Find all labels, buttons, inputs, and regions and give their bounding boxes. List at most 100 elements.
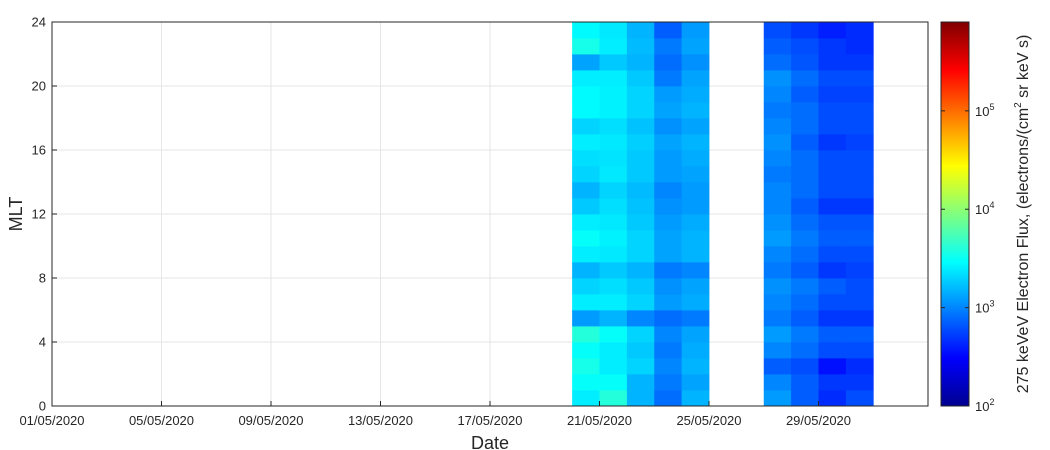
heatmap-cell — [763, 70, 792, 87]
heatmap-cell — [818, 390, 847, 407]
colorbar-title-main: 275 keVeV Electron Flux, (electrons/(cm — [1015, 108, 1032, 393]
heatmap-cell — [681, 214, 710, 231]
heatmap-cell — [845, 230, 874, 247]
heatmap-cells — [572, 22, 874, 407]
x-axis-ticks: 01/05/2020 05/05/2020 09/05/2020 13/05/2020… — [19, 401, 851, 428]
x-tick-label: 17/05/2020 — [457, 413, 522, 428]
colorbar-tick-label: 104 — [975, 200, 994, 217]
heatmap-cell — [599, 134, 628, 151]
heatmap-cell — [845, 262, 874, 279]
y-tick-label: 16 — [32, 143, 46, 158]
heatmap-cell — [681, 86, 710, 103]
colorbar-title-sup: 2 — [1013, 102, 1024, 108]
heatmap-cell — [654, 198, 683, 215]
heatmap-cell — [791, 150, 819, 167]
heatmap-cell — [572, 246, 600, 263]
heatmap-cell — [654, 102, 683, 119]
heatmap-cell — [845, 54, 874, 71]
heatmap-cell — [599, 70, 628, 87]
heatmap-cell — [599, 342, 628, 359]
heatmap-cell — [572, 390, 600, 407]
heatmap-cell — [681, 342, 710, 359]
heatmap-cell — [791, 214, 819, 231]
heatmap-cell — [791, 278, 819, 295]
heatmap-cell — [763, 358, 792, 375]
heatmap-cell — [572, 166, 600, 183]
x-tick-label: 09/05/2020 — [238, 413, 303, 428]
heatmap-cell — [654, 166, 683, 183]
heatmap-cell — [681, 326, 710, 343]
heatmap-cell — [626, 358, 655, 375]
heatmap-cell — [572, 38, 600, 55]
heatmap-cell — [599, 54, 628, 71]
heatmap-cell — [818, 198, 847, 215]
heatmap-cell — [654, 214, 683, 231]
heatmap-cell — [599, 166, 628, 183]
heatmap-cell — [791, 230, 819, 247]
heatmap-cell — [818, 262, 847, 279]
heatmap-cell — [763, 342, 792, 359]
heatmap-cell — [845, 198, 874, 215]
heatmap-cell — [681, 358, 710, 375]
heatmap-cell — [681, 134, 710, 151]
heatmap-cell — [791, 198, 819, 215]
heatmap-cell — [654, 22, 683, 39]
heatmap-cell — [572, 342, 600, 359]
heatmap-cell — [791, 54, 819, 71]
heatmap-cell — [845, 86, 874, 103]
heatmap-cell — [626, 54, 655, 71]
heatmap-cell — [791, 118, 819, 135]
y-axis-title: MLT — [6, 197, 26, 232]
heatmap-cell — [818, 326, 847, 343]
heatmap-cell — [763, 310, 792, 327]
heatmap-cell — [791, 374, 819, 391]
heatmap-cell — [818, 246, 847, 263]
heatmap-cell — [818, 278, 847, 295]
heatmap-cell — [845, 374, 874, 391]
colorbar-tick-label: 103 — [975, 299, 994, 316]
heatmap-cell — [818, 54, 847, 71]
y-tick-label: 8 — [39, 271, 46, 286]
heatmap-cell — [654, 262, 683, 279]
heatmap-cell — [791, 326, 819, 343]
heatmap-cell — [572, 70, 600, 87]
heatmap-cell — [599, 374, 628, 391]
heatmap-cell — [626, 86, 655, 103]
heatmap-cell — [572, 182, 600, 199]
heatmap-cell — [599, 86, 628, 103]
heatmap-cell — [763, 38, 792, 55]
heatmap-cell — [626, 278, 655, 295]
heatmap-cell — [626, 118, 655, 135]
x-tick-label: 05/05/2020 — [129, 413, 194, 428]
heatmap-cell — [845, 150, 874, 167]
heatmap-cell — [681, 230, 710, 247]
heatmap-cell — [818, 86, 847, 103]
heatmap-cell — [654, 134, 683, 151]
x-tick-label: 13/05/2020 — [348, 413, 413, 428]
heatmap-cell — [791, 70, 819, 87]
heatmap-cell — [818, 310, 847, 327]
heatmap-cell — [681, 70, 710, 87]
heatmap-cell — [654, 374, 683, 391]
x-axis-title: Date — [471, 433, 509, 450]
heatmap-cell — [845, 278, 874, 295]
heatmap-cell — [681, 150, 710, 167]
heatmap-cell — [626, 246, 655, 263]
heatmap-cell — [572, 198, 600, 215]
heatmap-cell — [681, 246, 710, 263]
heatmap-cell — [572, 374, 600, 391]
heatmap-cell — [599, 38, 628, 55]
heatmap-cell — [626, 70, 655, 87]
heatmap-cell — [599, 358, 628, 375]
heatmap-cell — [572, 326, 600, 343]
heatmap-cell — [654, 230, 683, 247]
heatmap-cell — [626, 38, 655, 55]
heatmap-cell — [763, 278, 792, 295]
heatmap-cell — [626, 230, 655, 247]
heatmap-cell — [763, 150, 792, 167]
heatmap-cell — [763, 262, 792, 279]
heatmap-cell — [791, 342, 819, 359]
heatmap-cell — [572, 118, 600, 135]
heatmap-cell — [763, 230, 792, 247]
heatmap-cell — [763, 246, 792, 263]
